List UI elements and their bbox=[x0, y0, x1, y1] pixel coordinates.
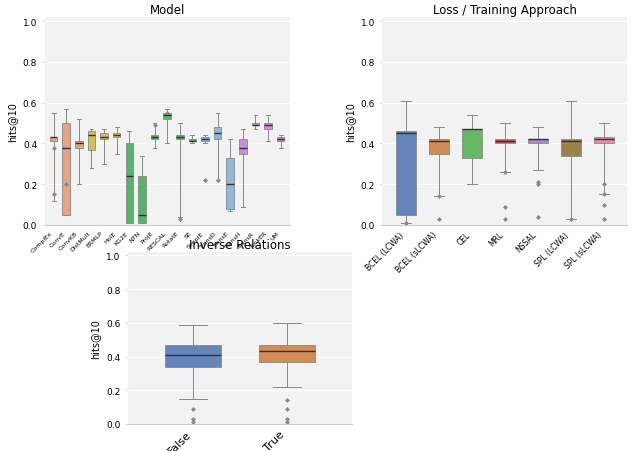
Title: Model: Model bbox=[150, 4, 185, 17]
PathPatch shape bbox=[125, 144, 133, 223]
Y-axis label: hits@10: hits@10 bbox=[345, 102, 355, 142]
PathPatch shape bbox=[113, 134, 120, 138]
PathPatch shape bbox=[138, 177, 146, 223]
PathPatch shape bbox=[75, 142, 83, 148]
PathPatch shape bbox=[63, 124, 70, 215]
PathPatch shape bbox=[396, 132, 415, 215]
PathPatch shape bbox=[176, 136, 184, 140]
PathPatch shape bbox=[259, 345, 315, 362]
Y-axis label: hits@10: hits@10 bbox=[90, 318, 100, 358]
Y-axis label: hits@10: hits@10 bbox=[7, 102, 17, 142]
PathPatch shape bbox=[429, 140, 449, 154]
PathPatch shape bbox=[462, 130, 482, 158]
PathPatch shape bbox=[214, 128, 221, 140]
PathPatch shape bbox=[252, 124, 259, 126]
PathPatch shape bbox=[151, 136, 158, 140]
PathPatch shape bbox=[88, 132, 95, 150]
PathPatch shape bbox=[100, 134, 108, 140]
PathPatch shape bbox=[50, 138, 58, 142]
PathPatch shape bbox=[528, 140, 548, 144]
PathPatch shape bbox=[201, 138, 209, 142]
PathPatch shape bbox=[163, 114, 171, 120]
PathPatch shape bbox=[561, 140, 581, 156]
PathPatch shape bbox=[264, 124, 272, 130]
PathPatch shape bbox=[277, 138, 284, 142]
PathPatch shape bbox=[227, 158, 234, 209]
Title: Loss / Training Approach: Loss / Training Approach bbox=[433, 4, 577, 17]
PathPatch shape bbox=[495, 140, 515, 144]
PathPatch shape bbox=[165, 345, 221, 367]
PathPatch shape bbox=[239, 140, 246, 154]
PathPatch shape bbox=[189, 140, 196, 142]
PathPatch shape bbox=[594, 138, 614, 144]
Title: Inverse Relations: Inverse Relations bbox=[189, 239, 291, 251]
